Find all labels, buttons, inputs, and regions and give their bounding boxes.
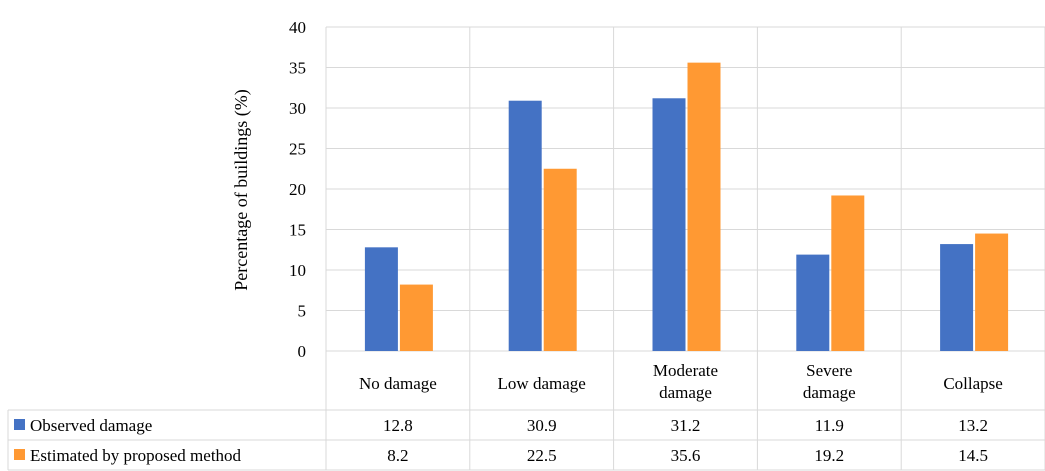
bar-estimated — [687, 62, 721, 351]
bar-estimated — [543, 168, 577, 351]
bar-observed — [508, 100, 542, 352]
category-label: damage — [803, 383, 856, 402]
y-tick-label: 20 — [289, 180, 306, 199]
legend-swatch — [14, 449, 25, 460]
y-tick-label: 0 — [298, 342, 307, 361]
table-cell: 35.6 — [671, 446, 701, 465]
category-label: Severe — [806, 361, 852, 380]
y-tick-label: 5 — [298, 302, 307, 321]
legend-label: Estimated by proposed method — [30, 446, 242, 465]
y-tick-label: 25 — [289, 140, 306, 159]
legend-swatch — [14, 419, 25, 430]
y-tick-label: 10 — [289, 261, 306, 280]
y-tick-label: 30 — [289, 99, 306, 118]
bar-observed — [652, 98, 686, 351]
y-tick-label: 35 — [289, 59, 306, 78]
category-labels: No damage Low damage Moderate damage Severe d… — [359, 361, 1003, 402]
legend-label: Observed damage — [30, 416, 152, 435]
table-cell: 14.5 — [958, 446, 988, 465]
data-table: Observed damage 12.8 30.9 31.2 11.9 13.2 Estim… — [7, 409, 1045, 471]
bar-observed — [364, 247, 398, 351]
bar-observed — [796, 254, 830, 351]
table-cell: 19.2 — [814, 446, 844, 465]
bars — [364, 62, 1009, 352]
table-cell: 30.9 — [527, 416, 557, 435]
category-label: Moderate — [653, 361, 718, 380]
category-label: Low damage — [498, 374, 586, 393]
table-cell: 31.2 — [671, 416, 701, 435]
bar-estimated — [975, 233, 1009, 351]
table-cell: 12.8 — [383, 416, 413, 435]
y-tick-labels: 0 5 10 15 20 25 30 35 40 — [289, 18, 306, 361]
y-axis-label: Percentage of buildings (%) — [231, 89, 252, 290]
category-label: No damage — [359, 374, 437, 393]
table-cell: 22.5 — [527, 446, 557, 465]
bar-estimated — [399, 284, 433, 351]
table-cell: 8.2 — [387, 446, 408, 465]
table-cell: 11.9 — [815, 416, 844, 435]
bar-estimated — [831, 195, 865, 351]
category-label: Collapse — [943, 374, 1003, 393]
category-label: damage — [659, 383, 712, 402]
bar-observed — [940, 244, 974, 351]
y-tick-label: 15 — [289, 221, 306, 240]
table-cell: 13.2 — [958, 416, 988, 435]
y-tick-label: 40 — [289, 18, 306, 37]
